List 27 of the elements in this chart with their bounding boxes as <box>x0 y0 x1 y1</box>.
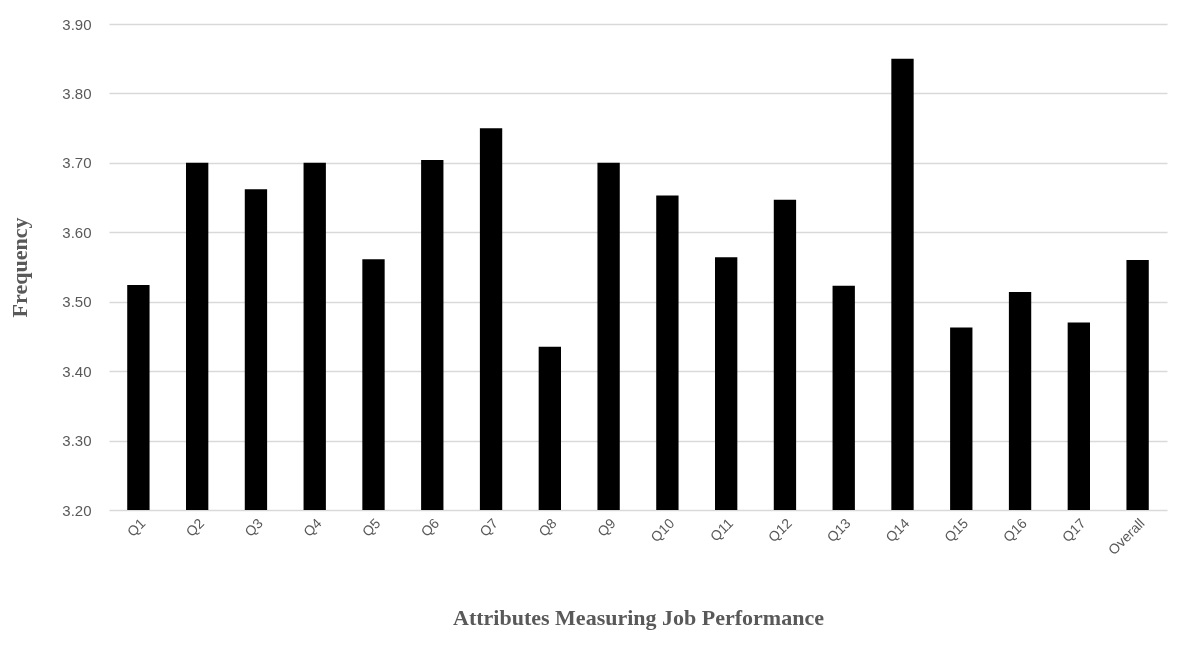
x-tick-label: Q10 <box>647 514 678 546</box>
x-axis-title: Attributes Measuring Job Performance <box>453 604 825 630</box>
x-tick-label: Q9 <box>593 514 619 540</box>
x-tick-label: Q6 <box>417 514 443 540</box>
y-tick-label: 3.60 <box>62 223 92 241</box>
x-tick-label: Q13 <box>823 514 854 546</box>
y-axis-title: Frequency <box>7 217 33 318</box>
x-tick-label: Q8 <box>535 514 560 540</box>
x-tick-label: Q11 <box>706 514 737 545</box>
x-tick-label: Q12 <box>764 514 795 546</box>
y-tick-label: 3.30 <box>62 432 92 450</box>
x-tick-label: Q15 <box>941 514 972 546</box>
y-tick-label: 3.50 <box>62 293 92 311</box>
x-tick-label: Q17 <box>1058 514 1089 546</box>
y-tick-label: 3.70 <box>62 154 92 172</box>
x-tick-label: Q16 <box>999 514 1031 546</box>
x-tick-label: Q5 <box>358 514 384 540</box>
x-tick-label: Q1 <box>123 514 149 540</box>
x-tick-label: Q4 <box>300 514 325 540</box>
y-tick-label: 3.40 <box>62 362 92 380</box>
y-tick-label: 3.80 <box>62 84 92 102</box>
y-tick-label: 3.20 <box>62 501 92 519</box>
x-tick-label: Q2 <box>182 514 208 540</box>
x-tick-label: Q7 <box>476 514 502 540</box>
y-tick-label: 3.90 <box>62 15 92 33</box>
x-tick-label: Q3 <box>241 514 266 540</box>
x-tick-label: Q14 <box>882 514 913 546</box>
